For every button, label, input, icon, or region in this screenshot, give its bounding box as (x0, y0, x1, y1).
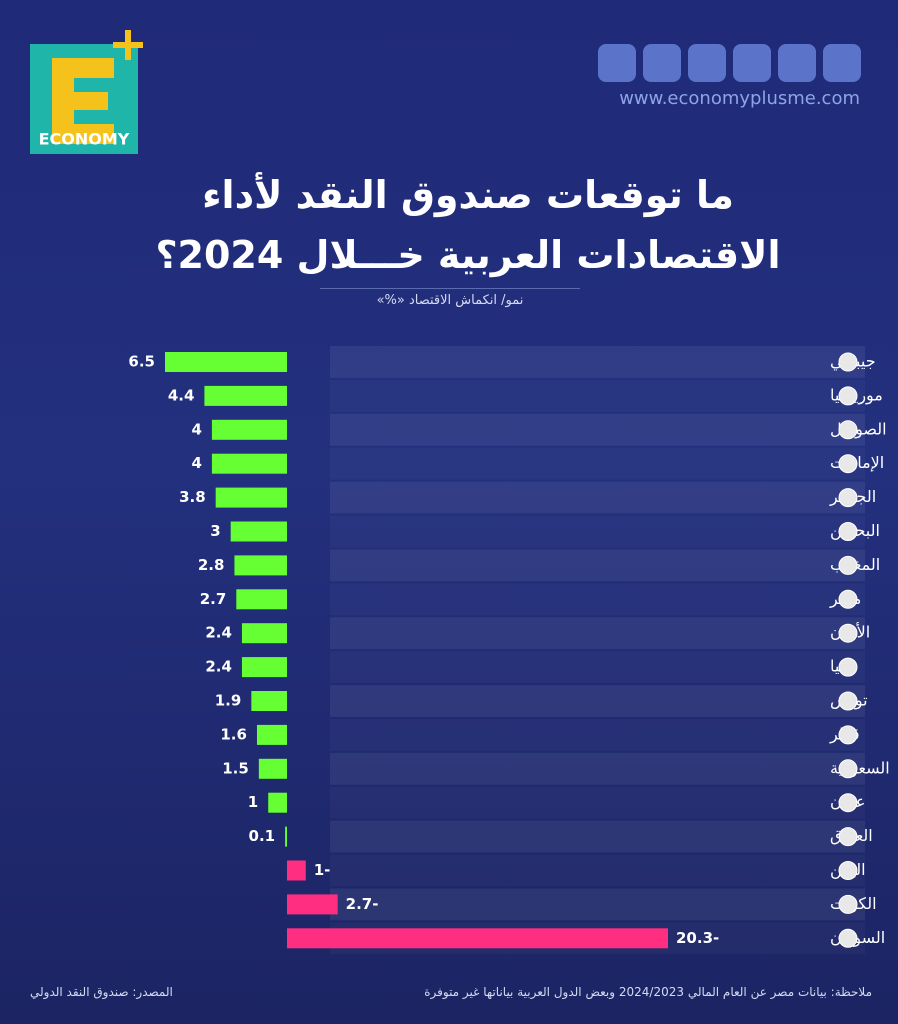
bar (241, 623, 287, 644)
row-band (330, 719, 865, 751)
flag (838, 894, 858, 914)
row-band (330, 685, 865, 717)
bar (215, 487, 287, 508)
row-band (330, 549, 865, 582)
value-label: 4 (191, 420, 201, 438)
social-icons (598, 44, 861, 82)
flag (838, 827, 858, 847)
flag (838, 454, 858, 474)
flag (838, 555, 858, 575)
flag (838, 352, 858, 372)
flag (838, 386, 858, 406)
bar (286, 894, 338, 915)
row-band (330, 346, 865, 378)
bar (234, 555, 287, 576)
chart-subtitle: نمو/ انكماش الاقتصاد «%» (320, 288, 580, 308)
row-band (330, 787, 865, 819)
row-band (330, 481, 865, 514)
source: المصدر: صندوق النقد الدولي (30, 985, 173, 999)
flag (838, 691, 858, 711)
flag (838, 657, 858, 677)
flag (838, 928, 858, 948)
row-band (330, 752, 865, 785)
bar (211, 453, 287, 474)
chart-title: ما توقعات صندوق النقد لأداء الاقتصادات ا… (155, 173, 781, 277)
website: www.economyplusme.com (619, 88, 860, 109)
value-label: 4.4 (168, 386, 195, 404)
value-label: 20.3- (676, 929, 719, 947)
bar (211, 419, 287, 440)
bar (251, 691, 287, 711)
bar (165, 352, 287, 372)
value-label: 2.7 (200, 590, 227, 608)
row-band (330, 651, 865, 683)
social-icon (823, 44, 861, 82)
row-band (330, 380, 865, 412)
plot: 6.5جيبوتي4.4موريتانيا4الصومال4الإمارات3.… (128, 346, 890, 949)
row-band (330, 888, 865, 921)
row-band (330, 820, 865, 853)
footnote: ملاحظة: بيانات مصر عن العام المالي 2024/… (424, 985, 872, 999)
logo-text: ECONOMY (39, 130, 130, 149)
flag (838, 861, 858, 880)
value-label: 3.8 (179, 488, 206, 506)
flag (838, 488, 858, 508)
row-band (330, 583, 865, 615)
flag (838, 589, 858, 609)
bar (286, 860, 306, 881)
value-label: 2.7- (346, 895, 379, 913)
value-label: 2.4 (205, 624, 232, 642)
value-label: 4 (191, 454, 201, 472)
category-label: السودان (830, 928, 885, 948)
flag (838, 759, 858, 779)
value-label: 2.8 (198, 556, 225, 574)
bar (258, 758, 287, 779)
bar (236, 589, 287, 610)
value-label: 1.6 (220, 725, 247, 743)
row-band (330, 617, 865, 650)
logo: ECONOMY (30, 30, 143, 154)
value-label: 1- (314, 861, 331, 879)
social-icon (688, 44, 726, 82)
flag (838, 420, 858, 440)
value-label: 1.5 (222, 759, 249, 777)
bar (230, 521, 287, 542)
row-band (330, 448, 865, 480)
flag (838, 623, 858, 643)
flag (838, 725, 858, 745)
bar (241, 657, 287, 678)
value-label: 0.1 (249, 827, 276, 845)
category-label: الصومال (830, 419, 887, 439)
value-label: 6.5 (128, 353, 155, 371)
value-label: 1 (248, 793, 258, 811)
social-icon (598, 44, 636, 82)
bar (204, 385, 287, 406)
row-band (330, 855, 865, 887)
social-icon (733, 44, 771, 82)
bar (256, 724, 287, 745)
bar (286, 928, 668, 949)
value-label: 1.9 (215, 692, 242, 710)
flag (838, 793, 858, 813)
value-label: 3 (210, 522, 220, 540)
bar (268, 792, 287, 813)
logo-plus (113, 30, 143, 60)
row-band (330, 413, 865, 446)
row-band (330, 516, 865, 548)
flag (838, 522, 858, 541)
logo-e (52, 58, 114, 144)
bar (285, 826, 287, 847)
social-icon (778, 44, 816, 82)
social-icon (643, 44, 681, 82)
value-label: 2.4 (205, 658, 232, 676)
